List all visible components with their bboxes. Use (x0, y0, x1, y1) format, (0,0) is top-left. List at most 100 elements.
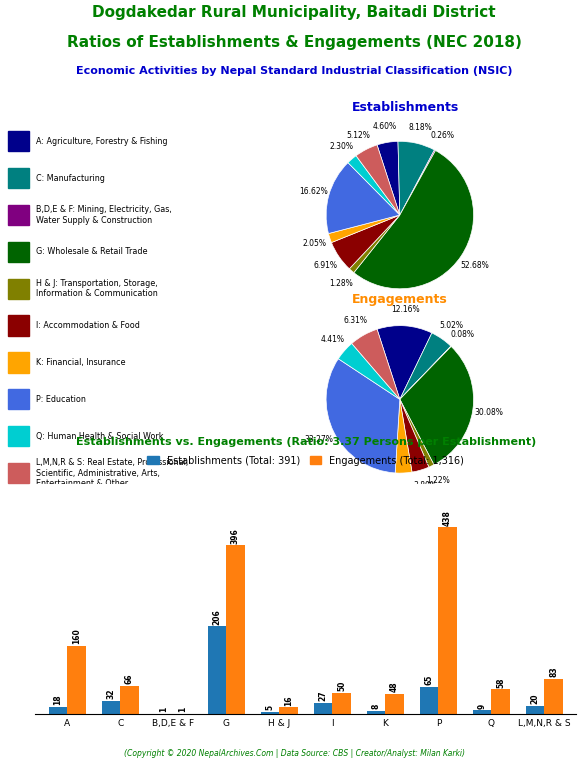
Title: Establishments vs. Engagements (Ratio: 3.37 Persons per Establishment): Establishments vs. Engagements (Ratio: 3… (76, 437, 536, 447)
Text: P: Education: P: Education (36, 395, 86, 404)
Bar (385, 694, 404, 714)
Bar (226, 545, 245, 714)
Text: 8.18%: 8.18% (409, 123, 432, 132)
Text: 3.65%: 3.65% (392, 485, 416, 494)
Wedge shape (377, 141, 400, 215)
Text: I: Accommodation & Food: I: Accommodation & Food (36, 321, 141, 330)
Text: 4.60%: 4.60% (373, 122, 397, 131)
Bar (526, 706, 544, 714)
Text: 66: 66 (125, 674, 134, 684)
Text: 9: 9 (477, 703, 487, 709)
Bar (8, 168, 29, 188)
Bar (120, 686, 139, 714)
Wedge shape (400, 399, 429, 472)
Text: 27: 27 (319, 690, 328, 701)
Wedge shape (400, 346, 451, 399)
Bar (102, 700, 120, 714)
Bar (8, 205, 29, 225)
Text: 6.31%: 6.31% (344, 316, 368, 326)
Text: 83: 83 (549, 667, 558, 677)
Text: 3.80%: 3.80% (413, 482, 437, 490)
Text: L,M,N,R & S: Real Estate, Professional,
Scientific, Administrative, Arts,
Entert: L,M,N,R & S: Real Estate, Professional, … (36, 458, 189, 488)
Bar (8, 426, 29, 446)
Bar (8, 389, 29, 409)
Text: 48: 48 (390, 681, 399, 692)
Bar (420, 687, 438, 714)
Text: 52.68%: 52.68% (460, 260, 489, 270)
Text: (Copyright © 2020 NepalArchives.Com | Data Source: CBS | Creator/Analyst: Milan : (Copyright © 2020 NepalArchives.Com | Da… (123, 750, 465, 759)
Text: 5.12%: 5.12% (347, 131, 370, 140)
Bar (492, 690, 510, 714)
Text: 1.22%: 1.22% (426, 476, 450, 485)
Wedge shape (349, 215, 400, 273)
Wedge shape (400, 346, 473, 465)
Wedge shape (400, 333, 451, 399)
Wedge shape (326, 359, 400, 473)
Text: 12.16%: 12.16% (392, 305, 420, 314)
Bar (8, 242, 29, 262)
Wedge shape (356, 145, 400, 215)
Legend: Establishments (Total: 391), Engagements (Total: 1,316): Establishments (Total: 391), Engagements… (143, 452, 468, 469)
Text: A: Agriculture, Forestry & Fishing: A: Agriculture, Forestry & Fishing (36, 137, 168, 146)
Text: Dogdakedar Rural Municipality, Baitadi District: Dogdakedar Rural Municipality, Baitadi D… (92, 5, 496, 20)
Text: 1: 1 (178, 707, 187, 712)
Text: 0.08%: 0.08% (450, 330, 475, 339)
Bar (314, 703, 332, 714)
Text: 5.02%: 5.02% (439, 321, 463, 330)
Text: 30.08%: 30.08% (475, 408, 503, 417)
Text: H & J: Transportation, Storage,
Information & Communication: H & J: Transportation, Storage, Informat… (36, 279, 158, 299)
Text: 33.27%: 33.27% (305, 435, 334, 444)
Wedge shape (332, 215, 400, 269)
Text: 5: 5 (265, 705, 275, 710)
Text: 2.30%: 2.30% (329, 142, 353, 151)
Bar (208, 627, 226, 714)
Text: 20: 20 (530, 694, 540, 704)
Text: 4.41%: 4.41% (320, 336, 345, 344)
Wedge shape (326, 163, 400, 233)
Text: 50: 50 (337, 680, 346, 691)
Wedge shape (377, 326, 432, 399)
Title: Engagements: Engagements (352, 293, 447, 306)
Bar (67, 646, 86, 714)
Text: 0.26%: 0.26% (431, 131, 455, 141)
Text: Q: Human Health & Social Work: Q: Human Health & Social Work (36, 432, 164, 441)
Bar (279, 707, 298, 714)
Text: 32: 32 (106, 688, 115, 699)
Text: 16.62%: 16.62% (299, 187, 328, 196)
Text: 1.28%: 1.28% (329, 279, 353, 287)
Text: 396: 396 (231, 528, 240, 544)
Bar (49, 707, 67, 714)
Text: 438: 438 (443, 510, 452, 525)
Wedge shape (348, 156, 400, 215)
Text: 206: 206 (212, 609, 222, 624)
Text: C: Manufacturing: C: Manufacturing (36, 174, 105, 183)
Text: 8: 8 (372, 703, 380, 709)
Text: B,D,E & F: Mining, Electricity, Gas,
Water Supply & Construction: B,D,E & F: Mining, Electricity, Gas, Wat… (36, 205, 172, 225)
Text: K: Financial, Insurance: K: Financial, Insurance (36, 358, 126, 367)
Text: 2.05%: 2.05% (302, 239, 326, 247)
Text: 18: 18 (54, 694, 62, 705)
Bar (8, 353, 29, 372)
Bar (544, 679, 563, 714)
Bar (332, 693, 351, 714)
Wedge shape (354, 151, 473, 289)
Wedge shape (338, 343, 400, 399)
Text: Economic Activities by Nepal Standard Industrial Classification (NSIC): Economic Activities by Nepal Standard In… (76, 66, 512, 76)
Bar (8, 463, 29, 483)
Wedge shape (329, 215, 400, 243)
Text: Ratios of Establishments & Engagements (NEC 2018): Ratios of Establishments & Engagements (… (66, 35, 522, 50)
Wedge shape (352, 329, 400, 399)
Bar (8, 279, 29, 299)
Text: 16: 16 (284, 695, 293, 706)
Wedge shape (398, 141, 435, 215)
Wedge shape (395, 399, 412, 473)
Bar (473, 710, 492, 714)
Bar (367, 711, 385, 714)
Bar (8, 131, 29, 151)
Text: 6.91%: 6.91% (313, 261, 338, 270)
Bar (438, 528, 457, 714)
Bar (260, 712, 279, 714)
Wedge shape (400, 399, 434, 467)
Text: Establishments: Establishments (352, 101, 459, 114)
Text: 65: 65 (425, 674, 433, 685)
